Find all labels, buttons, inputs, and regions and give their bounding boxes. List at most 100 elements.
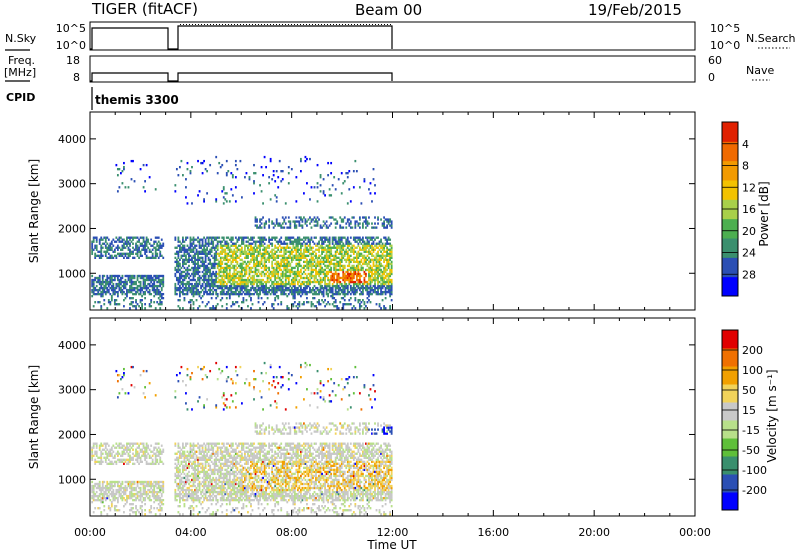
power-cell xyxy=(346,220,349,223)
power-cell xyxy=(328,238,331,241)
power-cell xyxy=(203,266,205,270)
power-cell xyxy=(160,274,163,278)
power-cell xyxy=(360,252,363,255)
power-cell xyxy=(94,246,97,249)
power-cell xyxy=(116,303,119,306)
power-cell xyxy=(191,256,193,260)
power-cell xyxy=(365,244,367,247)
velocity-cell xyxy=(142,498,145,502)
power-cell xyxy=(186,244,189,247)
power-cell xyxy=(348,274,351,278)
power-cell xyxy=(336,240,339,243)
power-cell xyxy=(159,274,162,278)
power-cell xyxy=(263,236,266,239)
power-cell xyxy=(213,266,216,270)
power-cell xyxy=(133,305,136,308)
power-cell xyxy=(231,286,234,290)
power-cell xyxy=(387,264,390,268)
velocity-cell xyxy=(144,458,147,461)
power-cell xyxy=(180,256,183,260)
power-cell xyxy=(123,165,125,169)
power-cell xyxy=(230,276,233,280)
power-cell xyxy=(357,254,360,257)
power-cell xyxy=(254,262,257,266)
power-cell xyxy=(234,280,237,284)
power-cell xyxy=(272,303,275,306)
power-cell xyxy=(118,252,121,255)
power-cell xyxy=(215,258,218,262)
power-cell xyxy=(381,278,384,282)
power-cell xyxy=(206,268,209,272)
power-cell xyxy=(219,262,222,266)
power-cell xyxy=(352,238,355,241)
power-cell xyxy=(306,248,308,251)
velocity-cell xyxy=(154,496,157,500)
power-cell xyxy=(277,264,280,268)
power-cell xyxy=(327,240,330,243)
power-cell xyxy=(336,260,339,264)
power-cell xyxy=(265,292,268,296)
velocity-cell xyxy=(177,494,180,498)
power-cell xyxy=(339,248,342,251)
power-cell xyxy=(298,264,301,268)
velocity-cell xyxy=(177,492,180,496)
power-cell xyxy=(148,290,151,294)
power-cell xyxy=(113,278,116,282)
velocity-cell xyxy=(141,482,143,486)
power-cell xyxy=(304,288,307,292)
nsearch-dot xyxy=(192,24,193,25)
power-cell xyxy=(178,276,181,280)
power-cell xyxy=(299,157,302,161)
power-cell xyxy=(153,280,156,284)
power-cell xyxy=(380,264,382,268)
power-cell xyxy=(219,292,222,296)
power-cell xyxy=(191,278,193,282)
power-cell xyxy=(348,222,351,225)
power-cell xyxy=(228,284,231,288)
power-cell xyxy=(178,240,181,243)
power-cell xyxy=(299,264,302,268)
power-cell xyxy=(331,303,334,306)
power-cell xyxy=(101,282,104,286)
power-cell xyxy=(363,272,366,276)
power-cell xyxy=(322,292,325,296)
power-cell xyxy=(375,244,378,247)
power-cell xyxy=(301,244,304,247)
power-cell xyxy=(275,290,278,294)
velocity-cell xyxy=(159,448,162,451)
power-cell xyxy=(141,274,143,278)
power-cell xyxy=(333,262,336,266)
power-cell xyxy=(286,226,289,229)
nsearch-dot xyxy=(246,24,247,25)
power-cell xyxy=(266,250,269,253)
power-cell xyxy=(209,250,212,253)
power-cell xyxy=(283,246,286,249)
power-cell xyxy=(369,182,372,185)
velocity-cell xyxy=(121,376,124,379)
power-cell xyxy=(283,290,286,294)
power-cell xyxy=(325,288,328,292)
power-cell xyxy=(100,252,103,255)
power-cell xyxy=(316,278,319,282)
power-cell xyxy=(306,220,308,223)
power-cell xyxy=(248,176,251,179)
velocity-cell xyxy=(132,503,134,506)
power-cell xyxy=(221,244,224,247)
power-cell xyxy=(109,282,112,286)
power-cell xyxy=(346,246,349,249)
power-cell xyxy=(280,280,283,284)
power-cell xyxy=(286,256,289,260)
power-cell xyxy=(262,254,264,257)
power-cell xyxy=(386,252,389,255)
power-cell xyxy=(112,250,115,253)
power-cell xyxy=(307,244,310,247)
velocity-cell xyxy=(106,492,109,496)
velocity-cell xyxy=(103,442,106,445)
power-cell xyxy=(363,303,366,306)
power-cell xyxy=(269,288,272,292)
power-cell xyxy=(283,252,286,255)
power-cell xyxy=(101,238,104,241)
power-cell xyxy=(123,284,125,288)
power-cell xyxy=(386,260,389,264)
power-cell xyxy=(369,276,372,280)
